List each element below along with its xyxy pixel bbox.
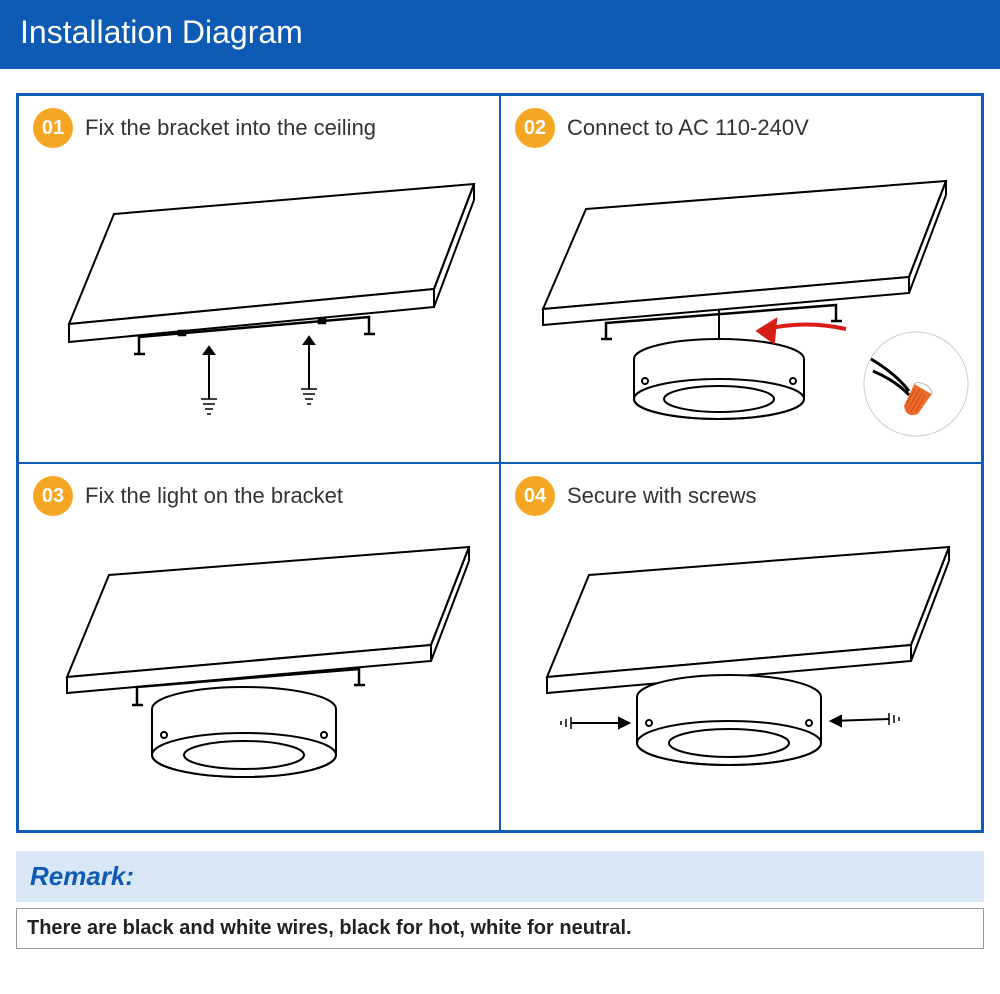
step-04: 04 Secure with screws bbox=[500, 463, 982, 831]
step-02: 02 Connect to AC 110-240V bbox=[500, 95, 982, 463]
step-03: 03 Fix the light on the bracket bbox=[18, 463, 500, 831]
step-badge-04: 04 bbox=[515, 476, 555, 516]
step-badge-01: 01 bbox=[33, 108, 73, 148]
step-badge-02: 02 bbox=[515, 108, 555, 148]
ceiling-bracket-icon bbox=[19, 156, 499, 462]
diagram-02 bbox=[501, 156, 981, 462]
page-title: Installation Diagram bbox=[0, 0, 1000, 69]
step-01: 01 Fix the bracket into the ceiling bbox=[18, 95, 500, 463]
connect-power-icon bbox=[501, 156, 981, 462]
remark-title: Remark: bbox=[30, 861, 134, 891]
remark-text: There are black and white wires, black f… bbox=[16, 908, 984, 949]
step-badge-03: 03 bbox=[33, 476, 73, 516]
diagram-03 bbox=[19, 524, 499, 830]
fix-light-icon bbox=[19, 524, 499, 830]
step-label-03: Fix the light on the bracket bbox=[85, 483, 343, 509]
diagram-04 bbox=[501, 524, 981, 830]
diagram-01 bbox=[19, 156, 499, 462]
remark-bar: Remark: bbox=[16, 851, 984, 902]
step-label-01: Fix the bracket into the ceiling bbox=[85, 115, 376, 141]
step-label-04: Secure with screws bbox=[567, 483, 757, 509]
step-label-02: Connect to AC 110-240V bbox=[567, 115, 809, 141]
secure-screws-icon bbox=[501, 524, 981, 830]
steps-grid: 01 Fix the bracket into the ceiling bbox=[16, 93, 984, 833]
